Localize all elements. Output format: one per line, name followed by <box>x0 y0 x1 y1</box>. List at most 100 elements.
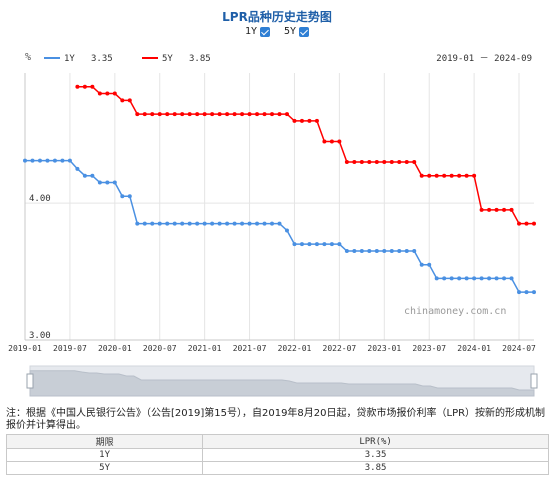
data-point-1y[interactable] <box>75 166 80 171</box>
data-point-1y[interactable] <box>225 221 230 226</box>
data-point-5y[interactable] <box>442 173 447 178</box>
data-point-1y[interactable] <box>322 242 327 247</box>
data-point-5y[interactable] <box>105 91 110 96</box>
data-point-5y[interactable] <box>487 207 492 212</box>
data-point-1y[interactable] <box>135 221 140 226</box>
data-point-1y[interactable] <box>240 221 245 226</box>
data-point-5y[interactable] <box>112 91 117 96</box>
data-point-1y[interactable] <box>60 158 65 163</box>
data-point-1y[interactable] <box>427 262 432 267</box>
data-point-5y[interactable] <box>517 221 522 226</box>
data-point-5y[interactable] <box>329 139 334 144</box>
data-point-1y[interactable] <box>284 228 289 233</box>
slider-handle-left[interactable] <box>26 373 34 389</box>
data-point-1y[interactable] <box>419 262 424 267</box>
checkbox-checked-icon[interactable] <box>259 26 270 37</box>
data-point-1y[interactable] <box>37 158 42 163</box>
checkbox-checked-icon[interactable] <box>299 26 310 37</box>
data-point-1y[interactable] <box>404 249 409 253</box>
data-point-1y[interactable] <box>532 290 536 295</box>
data-point-5y[interactable] <box>389 160 394 164</box>
data-point-5y[interactable] <box>359 160 364 164</box>
data-point-1y[interactable] <box>255 221 260 226</box>
data-point-1y[interactable] <box>397 249 402 253</box>
data-point-1y[interactable] <box>502 276 507 281</box>
data-point-5y[interactable] <box>412 160 417 164</box>
data-point-1y[interactable] <box>337 242 342 247</box>
data-point-1y[interactable] <box>352 249 357 253</box>
data-point-5y[interactable] <box>90 84 95 89</box>
data-point-5y[interactable] <box>457 173 462 178</box>
data-point-5y[interactable] <box>270 112 275 117</box>
data-point-1y[interactable] <box>202 221 207 226</box>
data-point-5y[interactable] <box>307 118 312 123</box>
data-point-1y[interactable] <box>374 249 379 253</box>
data-point-1y[interactable] <box>509 276 514 281</box>
data-point-1y[interactable] <box>329 242 334 247</box>
data-point-1y[interactable] <box>120 194 125 199</box>
data-point-5y[interactable] <box>314 118 319 123</box>
data-point-1y[interactable] <box>494 276 499 281</box>
legend-1y-name[interactable]: 1Y <box>64 54 75 64</box>
data-point-1y[interactable] <box>82 173 87 178</box>
data-point-1y[interactable] <box>150 221 155 226</box>
data-point-5y[interactable] <box>240 112 245 117</box>
data-point-5y[interactable] <box>382 160 387 164</box>
data-point-1y[interactable] <box>524 290 529 295</box>
data-point-5y[interactable] <box>464 173 469 178</box>
data-point-1y[interactable] <box>270 221 275 226</box>
data-point-1y[interactable] <box>210 221 215 226</box>
toggle-5y[interactable]: 5Y <box>284 26 310 37</box>
data-point-5y[interactable] <box>524 221 529 226</box>
data-point-1y[interactable] <box>112 180 117 185</box>
data-point-5y[interactable] <box>337 139 342 144</box>
legend-5y-name[interactable]: 5Y <box>162 54 173 64</box>
slider-handle-right[interactable] <box>530 373 538 389</box>
data-point-1y[interactable] <box>314 242 319 247</box>
data-point-5y[interactable] <box>187 112 192 117</box>
data-point-5y[interactable] <box>494 207 499 212</box>
data-point-1y[interactable] <box>195 221 200 226</box>
data-point-1y[interactable] <box>142 221 147 226</box>
data-point-5y[interactable] <box>404 160 409 164</box>
data-point-1y[interactable] <box>262 221 267 226</box>
data-point-5y[interactable] <box>262 112 267 117</box>
data-point-5y[interactable] <box>180 112 185 117</box>
data-point-1y[interactable] <box>517 290 522 295</box>
data-point-5y[interactable] <box>367 160 372 164</box>
data-point-1y[interactable] <box>359 249 364 253</box>
data-point-1y[interactable] <box>449 276 454 281</box>
data-point-5y[interactable] <box>479 207 484 212</box>
data-point-1y[interactable] <box>457 276 462 281</box>
data-point-5y[interactable] <box>157 112 162 117</box>
data-point-1y[interactable] <box>157 221 162 226</box>
data-point-1y[interactable] <box>217 221 222 226</box>
data-point-5y[interactable] <box>419 173 424 178</box>
data-point-1y[interactable] <box>367 249 372 253</box>
data-point-1y[interactable] <box>52 158 57 163</box>
data-point-5y[interactable] <box>509 207 514 212</box>
data-point-1y[interactable] <box>180 221 185 226</box>
data-point-5y[interactable] <box>472 173 477 178</box>
data-point-1y[interactable] <box>187 221 192 226</box>
data-point-5y[interactable] <box>75 84 80 89</box>
toggle-1y[interactable]: 1Y <box>245 26 270 37</box>
data-point-1y[interactable] <box>487 276 492 281</box>
data-point-5y[interactable] <box>225 112 230 117</box>
data-point-5y[interactable] <box>210 112 215 117</box>
data-point-5y[interactable] <box>284 112 289 117</box>
data-point-5y[interactable] <box>195 112 200 117</box>
data-point-5y[interactable] <box>255 112 260 117</box>
data-point-1y[interactable] <box>127 194 132 199</box>
data-point-1y[interactable] <box>464 276 469 281</box>
data-point-1y[interactable] <box>30 158 35 163</box>
data-point-1y[interactable] <box>472 276 477 281</box>
data-point-1y[interactable] <box>97 180 102 185</box>
data-point-5y[interactable] <box>292 118 297 123</box>
data-point-1y[interactable] <box>442 276 447 281</box>
data-point-5y[interactable] <box>142 112 147 117</box>
data-point-5y[interactable] <box>352 160 357 164</box>
data-point-5y[interactable] <box>277 112 282 117</box>
data-point-5y[interactable] <box>232 112 237 117</box>
data-point-1y[interactable] <box>90 173 95 178</box>
